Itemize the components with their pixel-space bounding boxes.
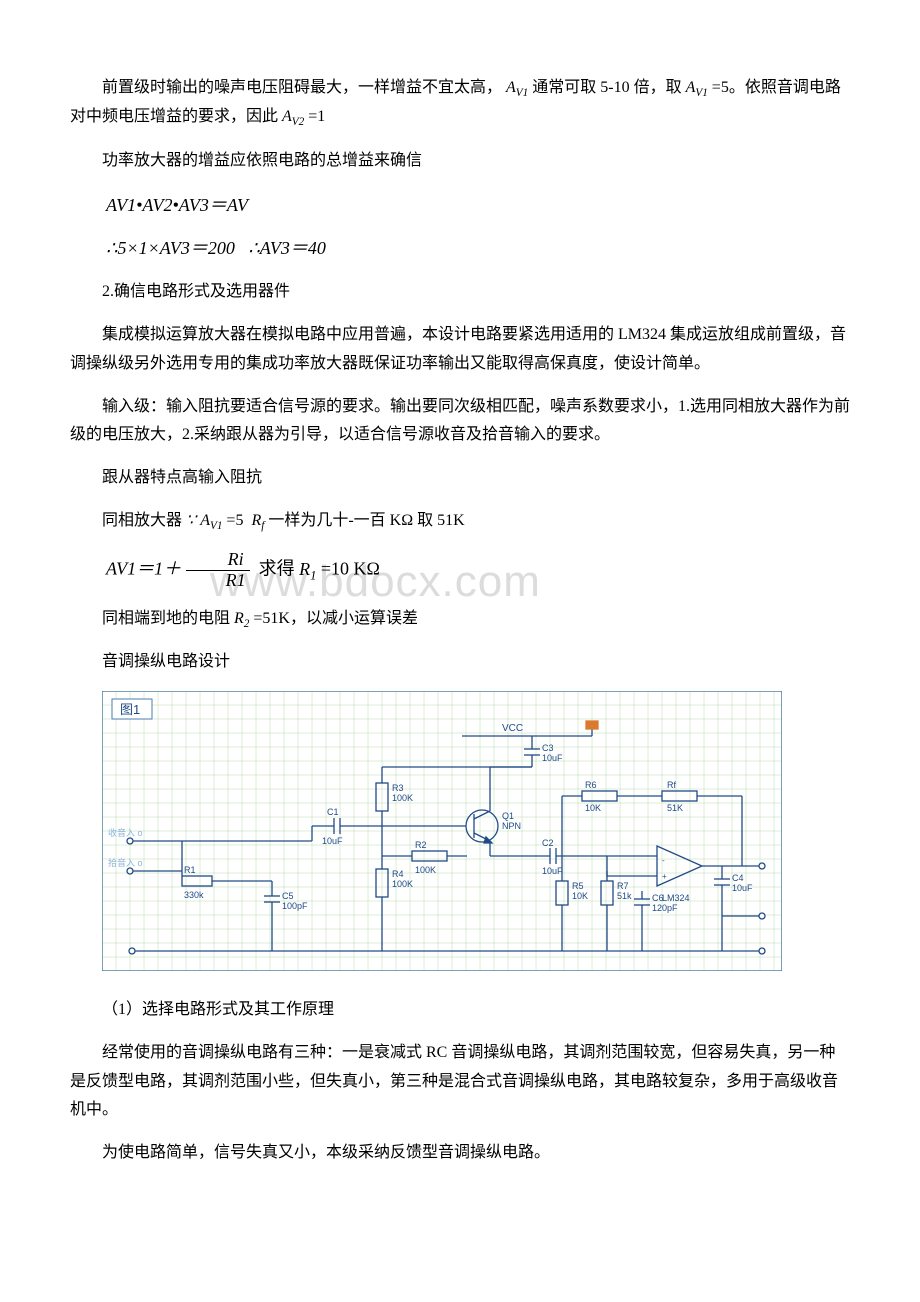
circuit-diagram: 图1 VCC C3 10uF R3 (102, 691, 850, 982)
svg-text:C4: C4 (732, 873, 744, 883)
text: 前置级时输出的噪声电压阻碍最大，一样增益不宜太高， (102, 79, 502, 96)
svg-text:收音入 o: 收音入 o (108, 827, 143, 838)
svg-text:R7: R7 (617, 881, 629, 891)
symbol-av1: AV1 (200, 512, 222, 529)
paragraph-input-stage: 输入级：输入阻抗要适合信号源的要求。输出要同次级相匹配，噪声系数要求小，1.选用… (70, 393, 850, 451)
paragraph-follower: 跟从器特点高输入阻抗 (70, 464, 850, 493)
heading-select-circuit: （1）选择电路形式及其工作原理 (70, 996, 850, 1025)
equation-av1: AV1＝1＋ Ri R1 求得 R1 =10 KΩ (70, 550, 850, 591)
svg-text:R4: R4 (392, 869, 404, 879)
heading-tone-control: 音调操纵电路设计 (70, 648, 850, 677)
svg-text:Rf: Rf (667, 780, 676, 790)
paragraph-r2: 同相端到地的电阻 R2 =51K，以减小运算误差 (70, 605, 850, 634)
svg-text:Q1: Q1 (502, 811, 514, 821)
equation-solve-av3: ∴5×1×AV3＝200 ∴AV3＝40 (70, 232, 850, 264)
symbol-av2: AV2 (282, 108, 304, 125)
paragraph-three-types: 经常使用的音调操纵电路有三种：一是衰减式 RC 音调操纵电路，其调剂范围较宽，但… (70, 1039, 850, 1125)
svg-text:10uF: 10uF (542, 866, 563, 876)
svg-text:51k: 51k (617, 891, 632, 901)
symbol-av1: AV1 (686, 79, 708, 96)
svg-text:C1: C1 (327, 807, 339, 817)
svg-text:10uF: 10uF (322, 836, 343, 846)
svg-text:R5: R5 (572, 881, 584, 891)
equation-gain-chain: AV1•AV2•AV3＝AV (70, 189, 850, 221)
svg-text:LM324: LM324 (662, 893, 690, 903)
svg-text:10uF: 10uF (542, 753, 563, 763)
symbol-r1: R1 (299, 559, 316, 579)
circuit-svg: 图1 VCC C3 10uF R3 (102, 691, 782, 971)
svg-text:-: - (662, 856, 665, 865)
svg-text:R2: R2 (415, 840, 427, 850)
fraction: Ri R1 (186, 550, 250, 591)
svg-text:100K: 100K (392, 793, 413, 803)
svg-text:C2: C2 (542, 838, 554, 848)
svg-text:NPN: NPN (502, 821, 521, 831)
svg-text:100pF: 100pF (282, 901, 308, 911)
symbol-av1: AV1 (506, 79, 528, 96)
text: 通常可取 5-10 倍，取 (532, 79, 681, 96)
svg-text:120pF: 120pF (652, 903, 678, 913)
svg-text:C5: C5 (282, 891, 294, 901)
paragraph-lm324: 集成模拟运算放大器在模拟电路中应用普遍，本设计电路要紧选用适用的 LM324 集… (70, 321, 850, 379)
paragraph-noninverting: 同相放大器 ∵ AV1 =5 Rf 一样为几十-一百 KΩ 取 51K (70, 507, 850, 536)
svg-text:100K: 100K (392, 879, 413, 889)
svg-text:C3: C3 (542, 743, 554, 753)
svg-text:10K: 10K (585, 803, 601, 813)
svg-text:51K: 51K (667, 803, 683, 813)
svg-text:100K: 100K (415, 865, 436, 875)
diagram-title: 图1 (120, 702, 140, 717)
paragraph-power-gain: 功率放大器的增益应依照电路的总增益来确信 (70, 147, 850, 176)
paragraph-preamp: 前置级时输出的噪声电压阻碍最大，一样增益不宜太高， AV1 通常可取 5-10 … (70, 74, 850, 133)
svg-text:拾音入 o: 拾音入 o (108, 857, 143, 868)
svg-text:330k: 330k (184, 890, 204, 900)
svg-text:R3: R3 (392, 783, 404, 793)
text: =1 (308, 108, 325, 125)
svg-text:R1: R1 (184, 865, 196, 875)
svg-text:+: + (662, 872, 667, 881)
symbol-rf: Rf (251, 512, 264, 529)
svg-text:VCC: VCC (502, 723, 523, 734)
svg-text:R6: R6 (585, 780, 597, 790)
symbol-r2: R2 (234, 610, 249, 627)
svg-text:10K: 10K (572, 891, 588, 901)
svg-text:10uF: 10uF (732, 883, 753, 893)
paragraph-feedback-choice: 为使电路简单，信号失真又小，本级采纳反馈型音调操纵电路。 (70, 1139, 850, 1168)
heading-circuit-form: 2.确信电路形式及选用器件 (70, 278, 850, 307)
